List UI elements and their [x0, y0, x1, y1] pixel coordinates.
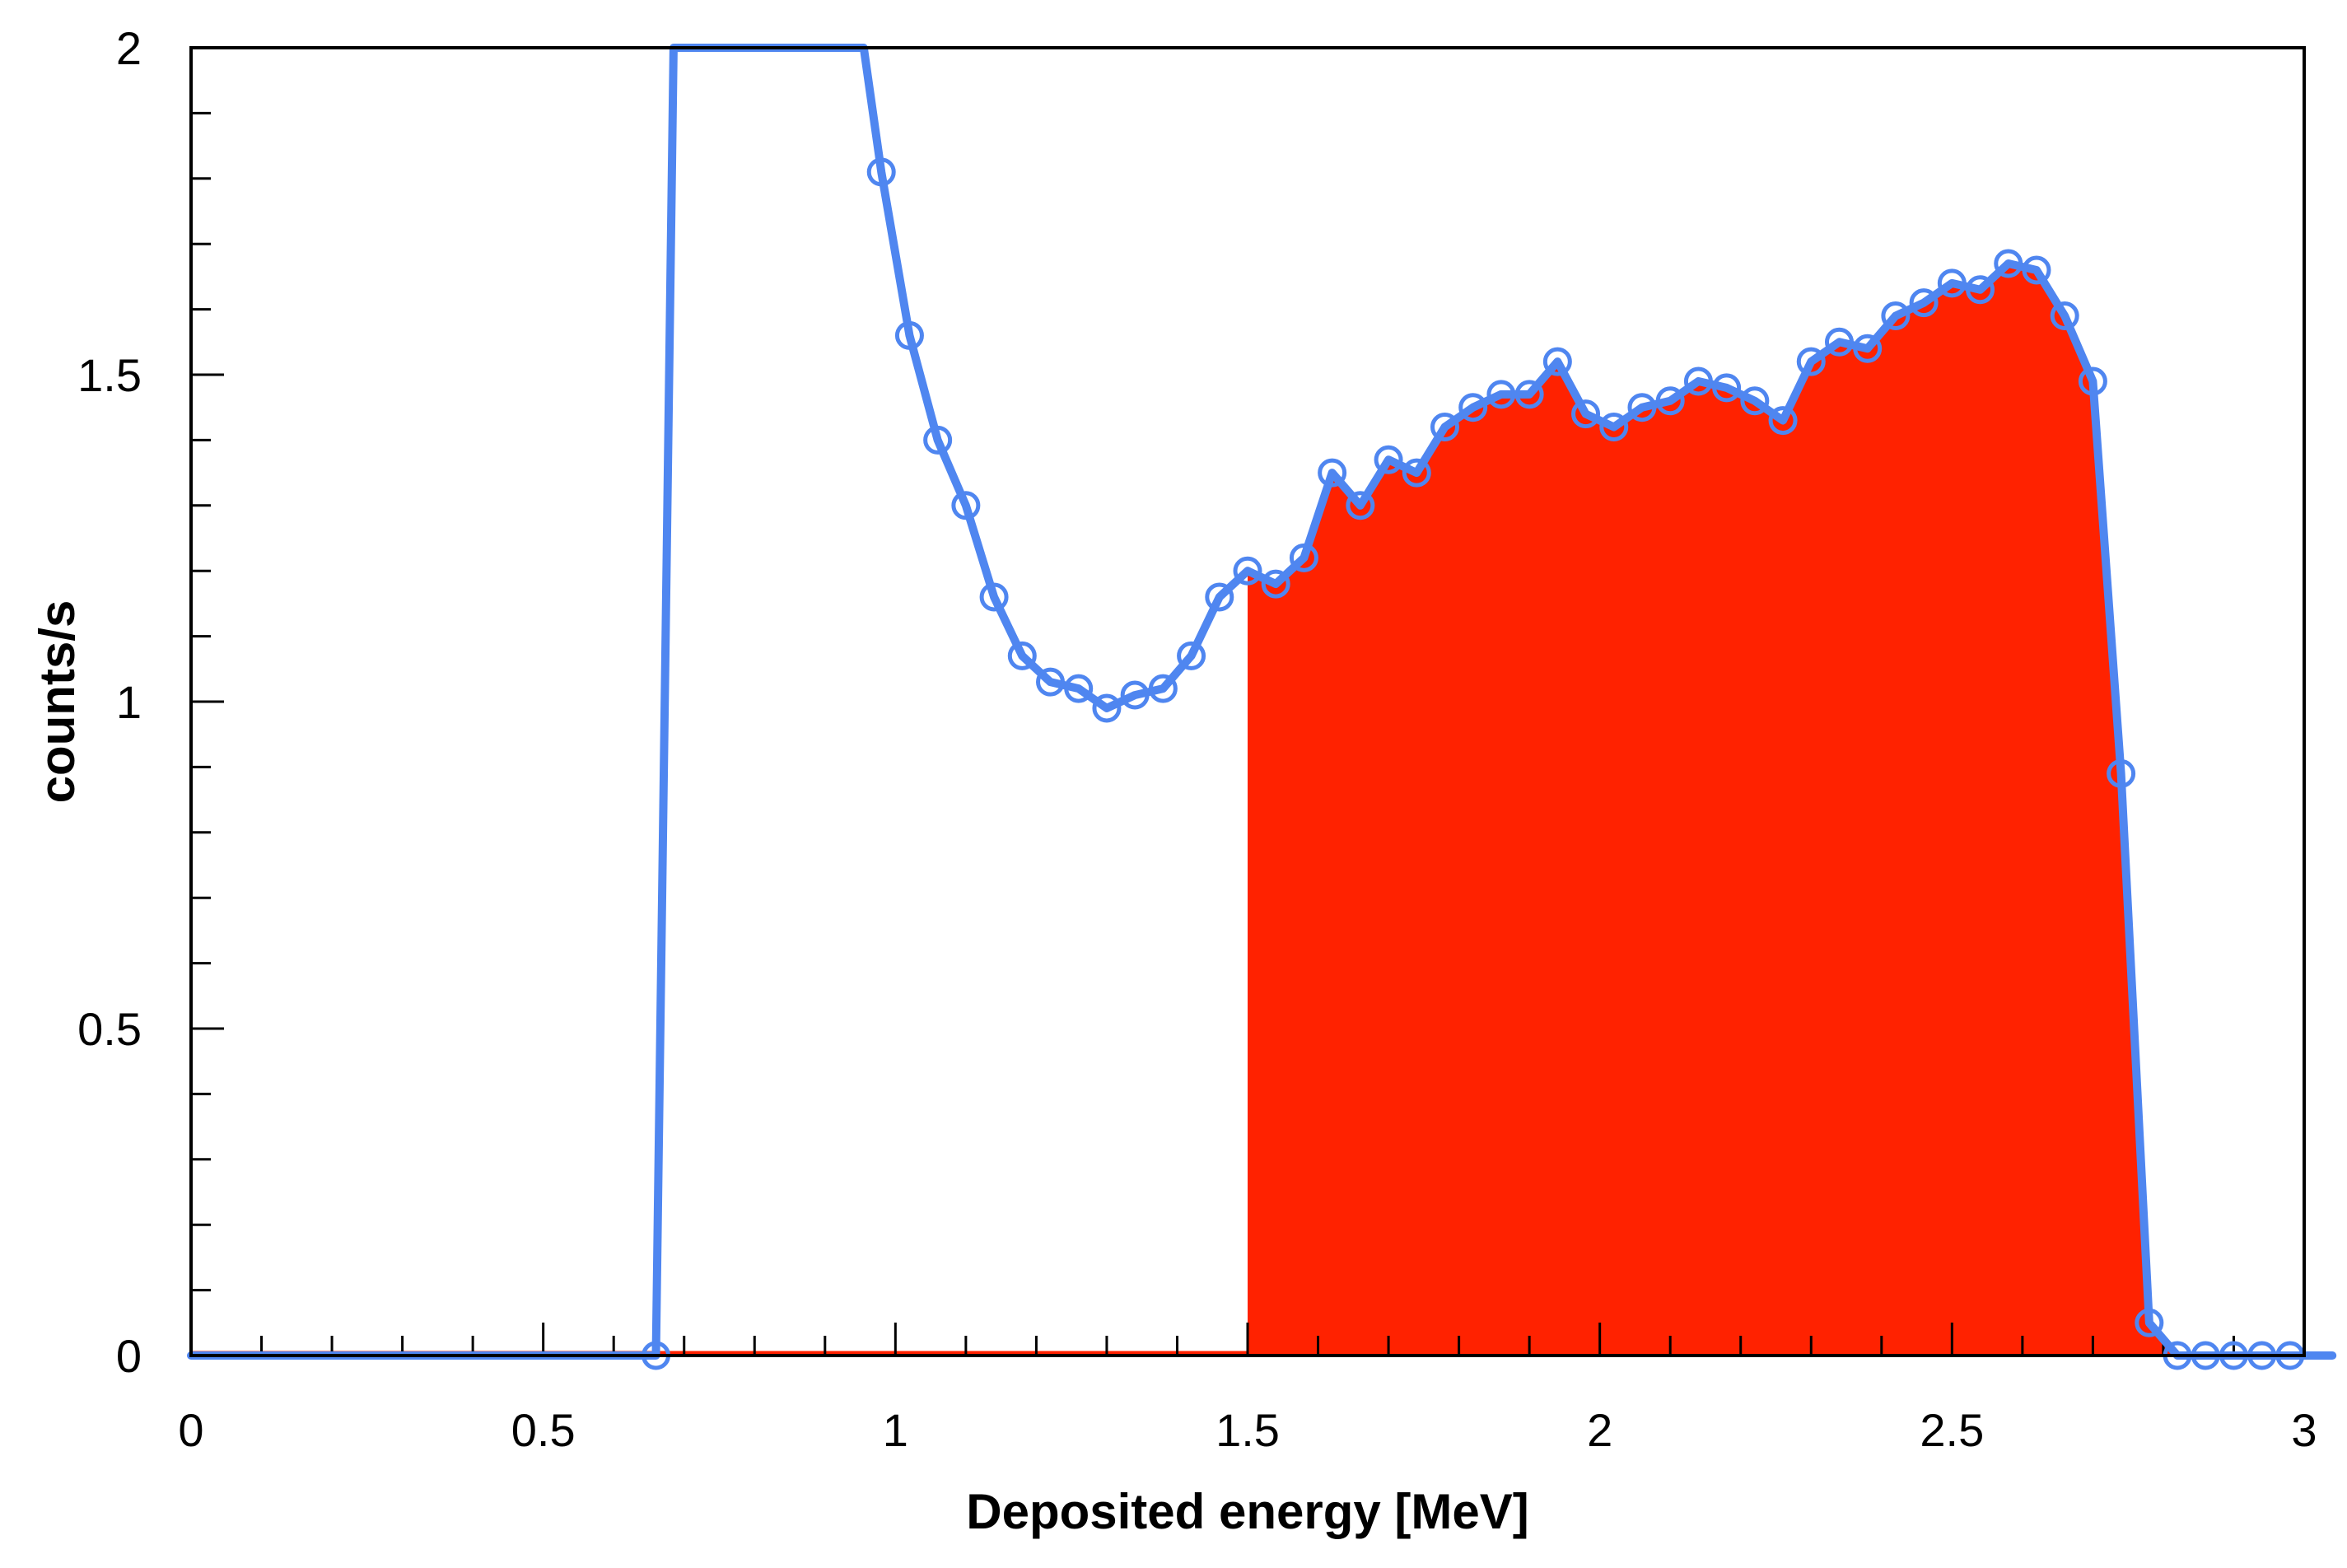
data-point — [2050, 301, 2079, 331]
y-tick-label: 1 — [116, 676, 142, 728]
data-point — [1655, 386, 1685, 416]
x-tick-label: 0.5 — [511, 1404, 576, 1456]
data-point — [1994, 249, 2023, 278]
x-tick-labels: 0 0.5 1 1.5 2 2.5 3 — [178, 1404, 2317, 1456]
plot-frame — [189, 46, 2306, 1357]
data-point — [1712, 373, 1742, 403]
data-point — [1036, 667, 1066, 697]
x-tick-label: 3 — [2291, 1404, 2317, 1456]
data-point — [1148, 674, 1178, 703]
data-point — [1346, 491, 1375, 520]
data-point — [1853, 334, 1883, 363]
data-point — [2107, 758, 2136, 788]
data-point — [1402, 458, 1431, 488]
data-point — [923, 425, 953, 455]
series-line — [187, 44, 2337, 1360]
data-point — [1937, 268, 1967, 298]
data-point — [1966, 275, 1995, 305]
y-tick-labels: 0 0.5 1 1.5 2 — [77, 22, 142, 1382]
data-point — [1458, 393, 1488, 422]
x-tick-label: 1 — [883, 1404, 908, 1456]
data-point — [1261, 569, 1290, 599]
data-point — [1120, 680, 1150, 710]
data-point — [979, 582, 1009, 612]
x-tick-label: 2.5 — [1920, 1404, 1984, 1456]
y-tick-label: 1.5 — [77, 349, 142, 401]
data-point — [1318, 458, 1347, 488]
data-point — [1599, 413, 1629, 442]
data-point — [1374, 445, 1403, 474]
x-tick-label: 0 — [178, 1404, 203, 1456]
data-point — [1740, 386, 1770, 416]
data-point — [1514, 380, 1544, 409]
data-point — [894, 320, 924, 350]
y-axis-title: counts/s — [30, 600, 85, 804]
data-point — [866, 157, 896, 187]
data-point — [1571, 399, 1601, 429]
tick-marks-layer — [189, 46, 2306, 1357]
filled-area — [1248, 264, 2290, 1356]
data-point — [951, 491, 981, 520]
data-point — [1430, 413, 1459, 442]
y-tick-label: 2 — [116, 22, 142, 74]
data-point — [2078, 366, 2107, 396]
data-point — [1796, 347, 1826, 376]
data-point — [1542, 347, 1572, 376]
data-point — [1683, 366, 1713, 396]
series-line-layer — [187, 44, 2337, 1360]
data-point — [2022, 255, 2051, 285]
data-point — [1824, 327, 1854, 357]
data-point — [1881, 301, 1911, 331]
data-point — [1909, 288, 1939, 318]
data-point — [1233, 556, 1262, 586]
x-axis-title: Deposited energy [MeV] — [966, 1484, 1528, 1539]
data-point — [2135, 1308, 2164, 1337]
data-point — [1007, 641, 1037, 670]
y-tick-label: 0.5 — [77, 1003, 142, 1055]
x-tick-label: 1.5 — [1215, 1404, 1280, 1456]
x-tick-label: 2 — [1587, 1404, 1612, 1456]
data-point — [1768, 406, 1798, 436]
data-point — [1486, 380, 1516, 409]
data-point — [1627, 393, 1657, 422]
y-tick-label: 0 — [116, 1330, 142, 1382]
data-point — [1092, 693, 1122, 723]
data-point — [1064, 674, 1094, 703]
data-point — [1205, 582, 1234, 612]
data-point — [1289, 543, 1318, 572]
data-point — [1177, 641, 1206, 670]
